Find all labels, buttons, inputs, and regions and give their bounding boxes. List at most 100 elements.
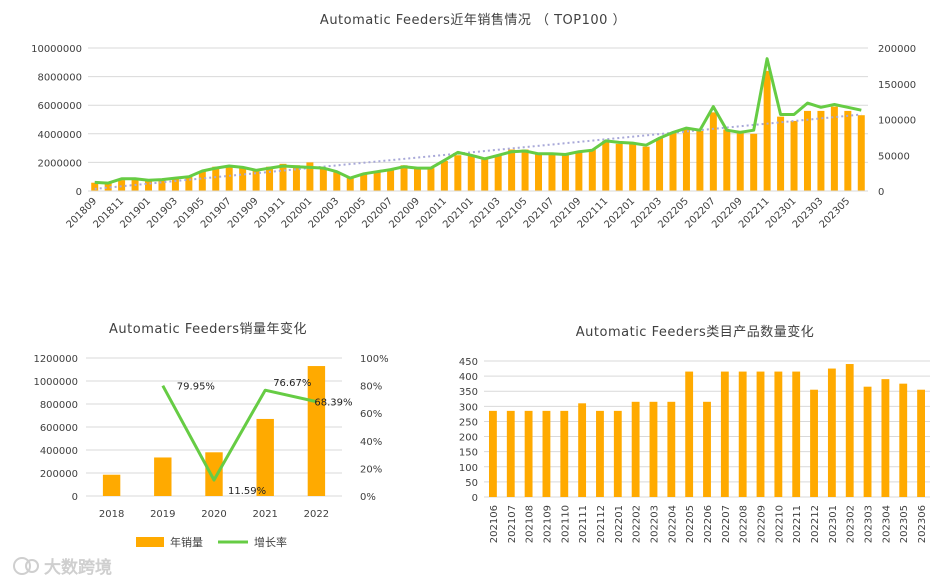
legend-label-growth: 增长率 bbox=[254, 535, 287, 549]
y-tick: 50 bbox=[465, 478, 478, 489]
x-tick: 2021 bbox=[252, 509, 277, 520]
sales-bar bbox=[306, 162, 314, 191]
sales-bar bbox=[561, 153, 569, 191]
sales-bar bbox=[346, 176, 354, 191]
legend-swatch-sales bbox=[136, 537, 164, 547]
sales-bar bbox=[91, 182, 99, 191]
watermark-icon bbox=[13, 557, 31, 575]
y-left-tick: 10000000 bbox=[31, 44, 82, 55]
x-tick: 202304 bbox=[881, 505, 892, 543]
count-bar bbox=[738, 371, 747, 497]
sales-bar bbox=[575, 152, 583, 191]
sales-bar bbox=[830, 106, 838, 191]
sales-bar bbox=[844, 110, 852, 191]
x-tick: 202306 bbox=[917, 505, 928, 543]
count-bar bbox=[560, 410, 569, 497]
x-tick: 2022 bbox=[304, 509, 329, 520]
count-bar bbox=[667, 401, 676, 497]
y-tick: 100 bbox=[459, 463, 478, 474]
sales-bar bbox=[467, 155, 475, 191]
y-right-tick: 0% bbox=[360, 492, 376, 503]
count-bar bbox=[596, 410, 604, 497]
growth-line bbox=[161, 384, 317, 482]
x-tick: 202204 bbox=[667, 505, 678, 543]
y-right-tick: 40% bbox=[360, 437, 382, 448]
sales-bar bbox=[212, 166, 220, 191]
sales-bar bbox=[857, 115, 865, 191]
count-bar bbox=[631, 401, 640, 497]
y-left-tick: 400000 bbox=[40, 446, 78, 457]
yearly-bar bbox=[307, 366, 326, 496]
y-right-tick: 50000 bbox=[878, 151, 910, 162]
sales-bar bbox=[373, 172, 381, 191]
y-left-tick: 4000000 bbox=[37, 130, 82, 141]
sales-bar bbox=[454, 155, 462, 191]
count-chart-title: Automatic Feeders类目产品数量变化 bbox=[576, 324, 814, 340]
x-tick: 202201 bbox=[614, 505, 625, 543]
y-left-tick: 6000000 bbox=[37, 101, 82, 112]
y-left-tick: 0 bbox=[76, 187, 82, 198]
x-tick: 202205 bbox=[685, 505, 696, 543]
count-bar bbox=[488, 410, 497, 497]
sales-bar bbox=[145, 180, 153, 191]
sales-bar bbox=[548, 153, 556, 191]
sales-bar bbox=[642, 146, 650, 191]
y-tick: 400 bbox=[459, 372, 478, 383]
growth-data-label: 11.59% bbox=[228, 486, 266, 497]
sales-bar bbox=[171, 178, 179, 191]
sales-bar bbox=[400, 165, 408, 191]
x-tick: 202301 bbox=[828, 505, 839, 543]
growth-data-label: 79.95% bbox=[177, 382, 215, 393]
sales-line bbox=[94, 57, 862, 185]
count-bar bbox=[506, 410, 515, 497]
yearly-bar bbox=[256, 418, 274, 496]
sales-bar bbox=[333, 172, 341, 191]
y-left-tick: 0 bbox=[72, 492, 78, 503]
x-tick: 202303 bbox=[864, 505, 875, 543]
sales-bar bbox=[427, 168, 435, 191]
sales-bar bbox=[118, 180, 126, 191]
y-tick: 200 bbox=[459, 433, 478, 444]
sales-bar bbox=[750, 133, 758, 191]
sales-bar bbox=[588, 149, 596, 191]
count-bar bbox=[774, 371, 783, 497]
y-tick: 250 bbox=[459, 417, 478, 428]
sales-bar bbox=[360, 173, 368, 191]
y-right-tick: 20% bbox=[360, 464, 382, 475]
y-left-tick: 600000 bbox=[40, 423, 78, 434]
count-bar bbox=[881, 379, 890, 497]
sales-bar bbox=[198, 170, 206, 191]
sales-bar bbox=[736, 132, 744, 191]
sales-bar bbox=[790, 120, 798, 191]
y-tick: 350 bbox=[459, 387, 478, 398]
y-right-tick: 150000 bbox=[878, 80, 916, 91]
y-tick: 450 bbox=[459, 357, 478, 368]
sales-bar bbox=[292, 165, 300, 191]
sales-bar bbox=[387, 169, 395, 191]
x-tick: 202211 bbox=[792, 505, 803, 543]
y-right-tick: 80% bbox=[360, 382, 382, 393]
y-left-tick: 8000000 bbox=[37, 73, 82, 84]
count-bar bbox=[863, 386, 872, 497]
sales-bar bbox=[696, 130, 704, 191]
count-bar bbox=[613, 410, 622, 497]
y-right-tick: 60% bbox=[360, 409, 382, 420]
count-bar bbox=[810, 389, 818, 497]
count-bar bbox=[649, 401, 658, 497]
count-bar bbox=[792, 371, 801, 497]
x-tick: 2020 bbox=[201, 509, 226, 520]
y-right-tick: 100% bbox=[360, 354, 389, 365]
x-tick: 202207 bbox=[721, 505, 732, 543]
x-tick: 2019 bbox=[150, 509, 175, 520]
x-tick: 202107 bbox=[507, 505, 518, 543]
y-right-tick: 0 bbox=[878, 187, 884, 198]
sales-bar bbox=[602, 140, 610, 191]
sales-bar bbox=[279, 163, 287, 191]
x-tick: 202208 bbox=[739, 505, 750, 543]
sales-bar bbox=[723, 129, 731, 191]
sales-bar bbox=[481, 159, 489, 191]
x-tick: 202203 bbox=[649, 505, 660, 543]
x-tick: 202110 bbox=[560, 505, 571, 543]
sales-bar bbox=[158, 179, 166, 191]
